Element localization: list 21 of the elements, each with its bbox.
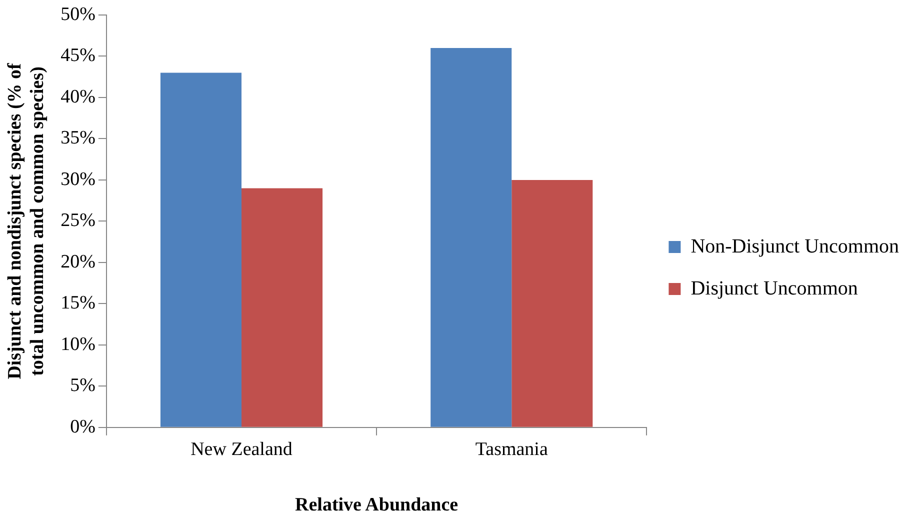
y-tick-label: 10% — [60, 334, 96, 355]
x-tick-label: New Zealand — [190, 438, 293, 460]
x-tick-label: Tasmania — [475, 438, 548, 460]
y-tick-label: 20% — [60, 251, 96, 272]
x-axis-title: Relative Abundance — [295, 494, 458, 516]
y-tick-label: 35% — [60, 128, 96, 149]
y-tick-label: 15% — [60, 292, 96, 314]
legend-label: Disjunct Uncommon — [690, 277, 858, 300]
bar — [430, 48, 512, 427]
bar — [160, 72, 242, 427]
y-tick-label: 40% — [60, 86, 96, 108]
y-tick-label: 5% — [70, 375, 96, 396]
y-tick-label: 45% — [60, 45, 96, 66]
bar — [241, 188, 323, 427]
legend-label: Non-Disjunct Uncommon — [690, 235, 899, 258]
y-tick-label: 50% — [60, 4, 96, 25]
bar — [512, 180, 593, 427]
y-tick-label: 25% — [60, 210, 96, 232]
y-tick-label: 0% — [70, 416, 96, 438]
y-axis-title: Disjunct and nondisjunct species (% of total uncommon and common species) — [4, 62, 48, 380]
y-tick-label: 30% — [60, 168, 96, 190]
